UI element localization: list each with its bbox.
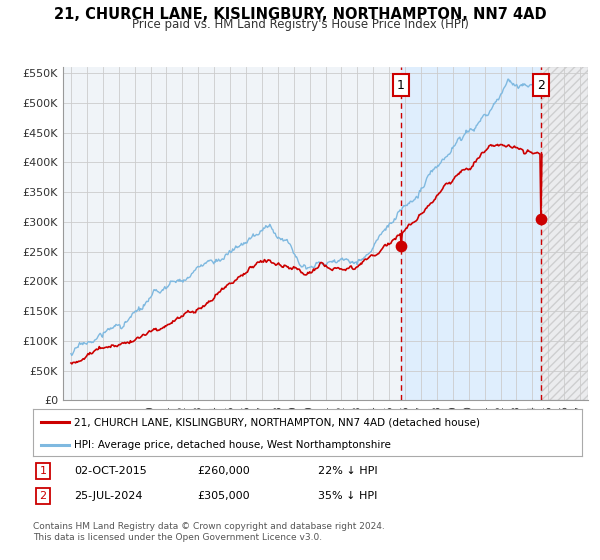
Text: 1: 1	[40, 466, 47, 476]
Text: 02-OCT-2015: 02-OCT-2015	[74, 466, 147, 476]
Bar	[541, 67, 588, 400]
Text: 35% ↓ HPI: 35% ↓ HPI	[319, 491, 378, 501]
Text: 21, CHURCH LANE, KISLINGBURY, NORTHAMPTON, NN7 4AD (detached house): 21, CHURCH LANE, KISLINGBURY, NORTHAMPTO…	[74, 417, 480, 427]
Point	[396, 241, 406, 250]
Text: Contains HM Land Registry data © Crown copyright and database right 2024.: Contains HM Land Registry data © Crown c…	[33, 522, 385, 531]
Text: HPI: Average price, detached house, West Northamptonshire: HPI: Average price, detached house, West…	[74, 440, 391, 450]
Text: 2: 2	[40, 491, 47, 501]
Text: 2: 2	[537, 78, 545, 91]
Text: Price paid vs. HM Land Registry's House Price Index (HPI): Price paid vs. HM Land Registry's House …	[131, 18, 469, 31]
Text: 1: 1	[397, 78, 405, 91]
Text: This data is licensed under the Open Government Licence v3.0.: This data is licensed under the Open Gov…	[33, 533, 322, 542]
Point	[536, 214, 546, 223]
Text: 21, CHURCH LANE, KISLINGBURY, NORTHAMPTON, NN7 4AD: 21, CHURCH LANE, KISLINGBURY, NORTHAMPTO…	[53, 7, 547, 22]
Text: 25-JUL-2024: 25-JUL-2024	[74, 491, 143, 501]
Text: £305,000: £305,000	[198, 491, 250, 501]
Bar	[401, 67, 541, 400]
Text: £260,000: £260,000	[198, 466, 250, 476]
Text: 22% ↓ HPI: 22% ↓ HPI	[319, 466, 378, 476]
